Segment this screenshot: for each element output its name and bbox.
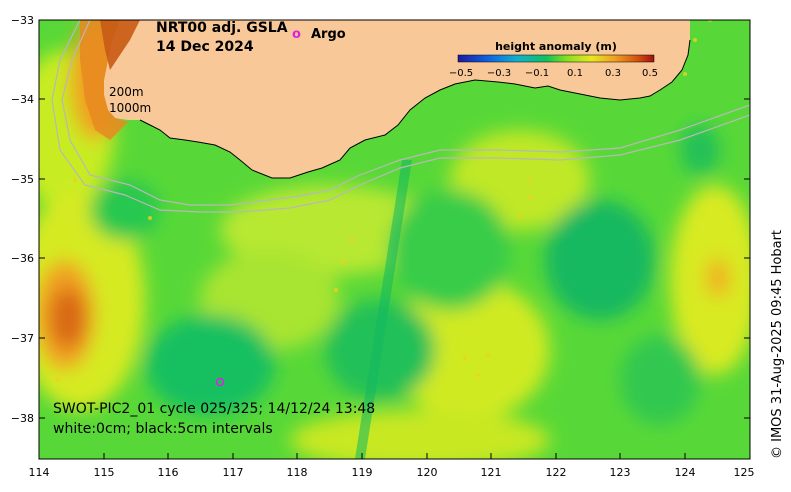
x-tick-label: 123: [610, 466, 631, 479]
y-tick-label: −36: [11, 252, 34, 265]
colorbar-tick: −0.3: [487, 68, 511, 79]
x-tick-label: 116: [158, 466, 179, 479]
map-date: 14 Dec 2024: [156, 39, 254, 55]
y-tick-label: −35: [11, 173, 34, 186]
swot-caption: SWOT-PIC2_01 cycle 025/325; 14/12/24 13:…: [53, 401, 375, 417]
colorbar-title: height anomaly (m): [495, 40, 617, 53]
x-tick-label: 122: [546, 466, 567, 479]
x-tick-label: 118: [287, 466, 308, 479]
colorbar-tick: 0.3: [605, 68, 621, 79]
x-axis: 114 115 116 117 118 119 120 121 122 123 …: [29, 453, 755, 479]
contour-caption: white:0cm; black:5cm intervals: [53, 421, 273, 437]
x-tick-label: 114: [29, 466, 50, 479]
x-tick-label: 124: [675, 466, 696, 479]
y-tick-label: −33: [11, 14, 34, 27]
argo-legend-label: Argo: [311, 27, 346, 42]
x-tick-label: 115: [94, 466, 115, 479]
y-axis: −33 −34 −35 −36 −37 −38: [11, 14, 750, 425]
colorbar-tick: −0.1: [525, 68, 549, 79]
y-tick-label: −37: [11, 332, 34, 345]
isobath-label-1000m: 1000m: [109, 101, 151, 115]
isobath-label-200m: 200m: [109, 85, 144, 99]
credit-text: © IMOS 31-Aug-2025 09:45 Hobart: [770, 230, 785, 459]
colorbar-tick: −0.5: [449, 68, 473, 79]
plot-frame: [38, 19, 751, 460]
map-title: NRT00 adj. GSLA: [156, 20, 288, 36]
colorbar-tick: 0.5: [642, 68, 658, 79]
argo-legend-marker: o: [292, 27, 301, 42]
x-tick-label: 120: [417, 466, 438, 479]
isobath-lines: [51, 20, 750, 213]
colorbar-tick: 0.1: [567, 68, 583, 79]
x-tick-label: 121: [481, 466, 502, 479]
y-tick-label: −34: [11, 93, 34, 106]
y-tick-label: −38: [11, 412, 34, 425]
x-tick-label: 119: [352, 466, 373, 479]
colorbar: height anomaly (m) −0.5 −0.3 −0.1 0.1 0.…: [449, 40, 658, 79]
x-tick-label: 117: [223, 466, 244, 479]
x-tick-label: 125: [734, 466, 755, 479]
argo-float-marker[interactable]: [215, 377, 225, 387]
